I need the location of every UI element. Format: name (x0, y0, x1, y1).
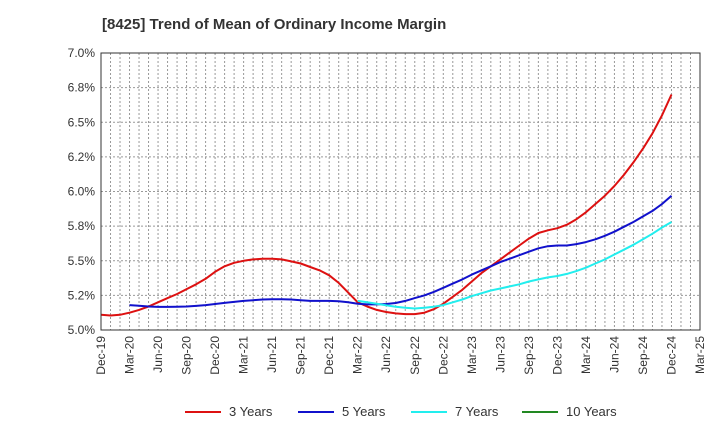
x-tick-label: Sep-23 (522, 336, 536, 375)
x-tick-label: Jun-23 (493, 336, 507, 373)
legend-swatch-7-years (411, 410, 447, 413)
chart-title: [8425] Trend of Mean of Ordinary Income … (102, 16, 447, 33)
x-tick-label: Jun-21 (265, 336, 279, 373)
axes: 5.0% 5.2% 5.5% 5.8% 6.0% 6.2% 6.5% 6.8% 7.0% Dec-… (68, 46, 707, 375)
x-tick-label: Dec-19 (94, 336, 108, 375)
y-tick-label: 6.2% (68, 150, 96, 164)
x-tick-label: Mar-21 (237, 336, 251, 374)
x-tick-label: Dec-23 (550, 336, 564, 375)
x-tick-label: Mar-23 (465, 336, 479, 374)
legend-item-5-years: 5 Years (298, 404, 385, 419)
x-tick-label: Sep-24 (636, 336, 650, 375)
plot-frame (100, 52, 701, 331)
chart-legend: 3 Years 5 Years 7 Years 10 Years (0, 404, 720, 428)
x-tick-label: Sep-21 (294, 336, 308, 375)
legend-label-7-years: 7 Years (455, 404, 499, 419)
y-tick-label: 6.5% (68, 115, 96, 129)
x-tick-label: Sep-20 (180, 336, 194, 375)
x-tick-label: Mar-24 (579, 336, 593, 374)
x-tick-label: Jun-22 (379, 336, 393, 373)
series-line-7-years (357, 221, 673, 310)
legend-label-5-years: 5 Years (342, 404, 386, 419)
legend-swatch-5-years (298, 410, 334, 413)
y-tick-label: 6.8% (68, 81, 96, 95)
y-tick-label: 5.8% (68, 219, 96, 233)
legend-label-10-years: 10 Years (566, 404, 617, 419)
legend-item-10-years: 10 Years (522, 404, 617, 419)
series-line-5-years (129, 194, 673, 308)
series-line-3-years (100, 94, 673, 317)
x-tick-label: Jun-20 (151, 336, 165, 373)
x-tick-label: Mar-25 (693, 336, 707, 374)
x-tick-label: Mar-20 (123, 336, 137, 374)
x-tick-label: Dec-21 (322, 336, 336, 375)
legend-swatch-10-years (522, 410, 558, 413)
y-tick-label: 7.0% (68, 46, 96, 60)
legend-label-3-years: 3 Years (229, 404, 273, 419)
legend-item-7-years: 7 Years (411, 404, 498, 419)
y-tick-label: 6.0% (68, 185, 96, 199)
x-tick-label: Dec-24 (664, 336, 678, 375)
y-tick-label: 5.0% (68, 323, 96, 337)
x-tick-label: Dec-22 (436, 336, 450, 375)
x-tick-label: Jun-24 (607, 336, 621, 373)
legend-swatch-3-years (185, 410, 221, 413)
series-lines (100, 94, 673, 317)
x-tick-label: Mar-22 (351, 336, 365, 374)
x-tick-label: Dec-20 (208, 336, 222, 375)
legend-item-3-years: 3 Years (185, 404, 272, 419)
x-tick-label: Sep-22 (408, 336, 422, 375)
y-tick-label: 5.5% (68, 254, 96, 268)
y-tick-label: 5.2% (68, 288, 96, 302)
